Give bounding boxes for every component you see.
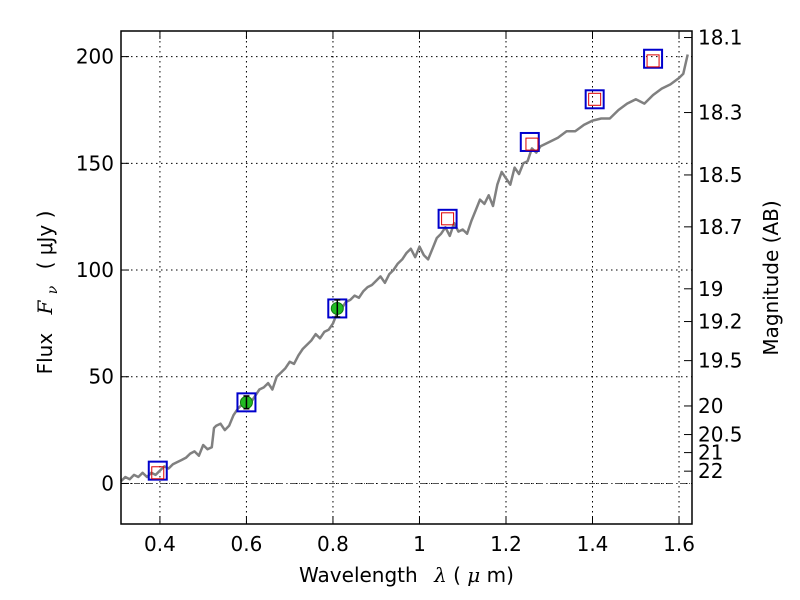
x-tick-label: 1.6 — [663, 532, 695, 556]
photometry-marker — [236, 392, 257, 413]
y-axis-unit: ( μJy ) — [33, 211, 57, 270]
x-tick-label: 0.6 — [231, 532, 263, 556]
photometry-marker — [643, 48, 664, 69]
x-axis-unit-rest: m) — [487, 563, 514, 587]
y2-tick-label: 22 — [698, 459, 723, 483]
x-axis-symbol: λ — [433, 563, 447, 587]
model-point-marker — [525, 137, 539, 151]
y2-tick-label: 18.5 — [698, 163, 743, 187]
x-axis-ticks: 0.4 0.6 0.8 1 1.2 1.4 1.6 — [144, 31, 695, 556]
photometry-marker — [147, 460, 168, 481]
y-tick-label: 100 — [76, 258, 114, 282]
y-tick-label: 0 — [101, 471, 114, 495]
x-tick-label: 1 — [413, 532, 426, 556]
y-axis-symbol-sub: ν — [45, 285, 61, 294]
y2-axis-title: Magnitude (AB) — [759, 200, 783, 355]
y2-tick-label: 19.5 — [698, 349, 743, 373]
x-axis-unit-open: ( — [453, 563, 461, 587]
y2-tick-label: 21 — [698, 441, 723, 465]
x-tick-label: 0.8 — [317, 532, 349, 556]
model-point-marker — [151, 466, 165, 480]
photometry-marker — [437, 208, 458, 229]
spectrum-line — [120, 54, 689, 483]
spectrum-line-group — [120, 54, 689, 483]
y-tick-label: 200 — [76, 45, 114, 69]
y-axis-title: Flux F ν ( μJy ) — [33, 211, 62, 375]
y-axis-ticks: 0 50 100 150 200 — [76, 45, 129, 495]
plot-frame — [120, 30, 693, 525]
x-axis-title: Wavelength λ ( μ m) — [299, 563, 514, 587]
x-tick-label: 0.4 — [144, 532, 176, 556]
y-axis-symbol: F — [33, 299, 57, 315]
marker-group — [147, 48, 664, 481]
model-point-marker — [646, 54, 660, 68]
photometry-marker — [519, 131, 540, 152]
y2-tick-label: 18.1 — [698, 26, 743, 50]
model-point-marker — [588, 92, 602, 106]
y2-tick-label: 18.3 — [698, 101, 743, 125]
y2-tick-label: 18.7 — [698, 215, 743, 239]
y2-tick-label: 19 — [698, 277, 723, 301]
y-axis-title-prefix: Flux — [33, 333, 57, 375]
model-point-marker — [441, 212, 455, 226]
photometry-marker — [584, 89, 605, 110]
y-tick-label: 50 — [89, 365, 114, 389]
x-tick-label: 1.4 — [577, 532, 609, 556]
y2-tick-label: 20.5 — [698, 423, 743, 447]
x-axis-title-prefix: Wavelength — [299, 563, 418, 587]
grid-lines — [121, 31, 692, 524]
x-tick-label: 1.2 — [490, 532, 522, 556]
y2-tick-label: 19.2 — [698, 310, 743, 334]
x-axis-unit-mu: μ — [467, 563, 480, 587]
y2-tick-label: 20 — [698, 394, 723, 418]
y-tick-label: 150 — [76, 151, 114, 175]
